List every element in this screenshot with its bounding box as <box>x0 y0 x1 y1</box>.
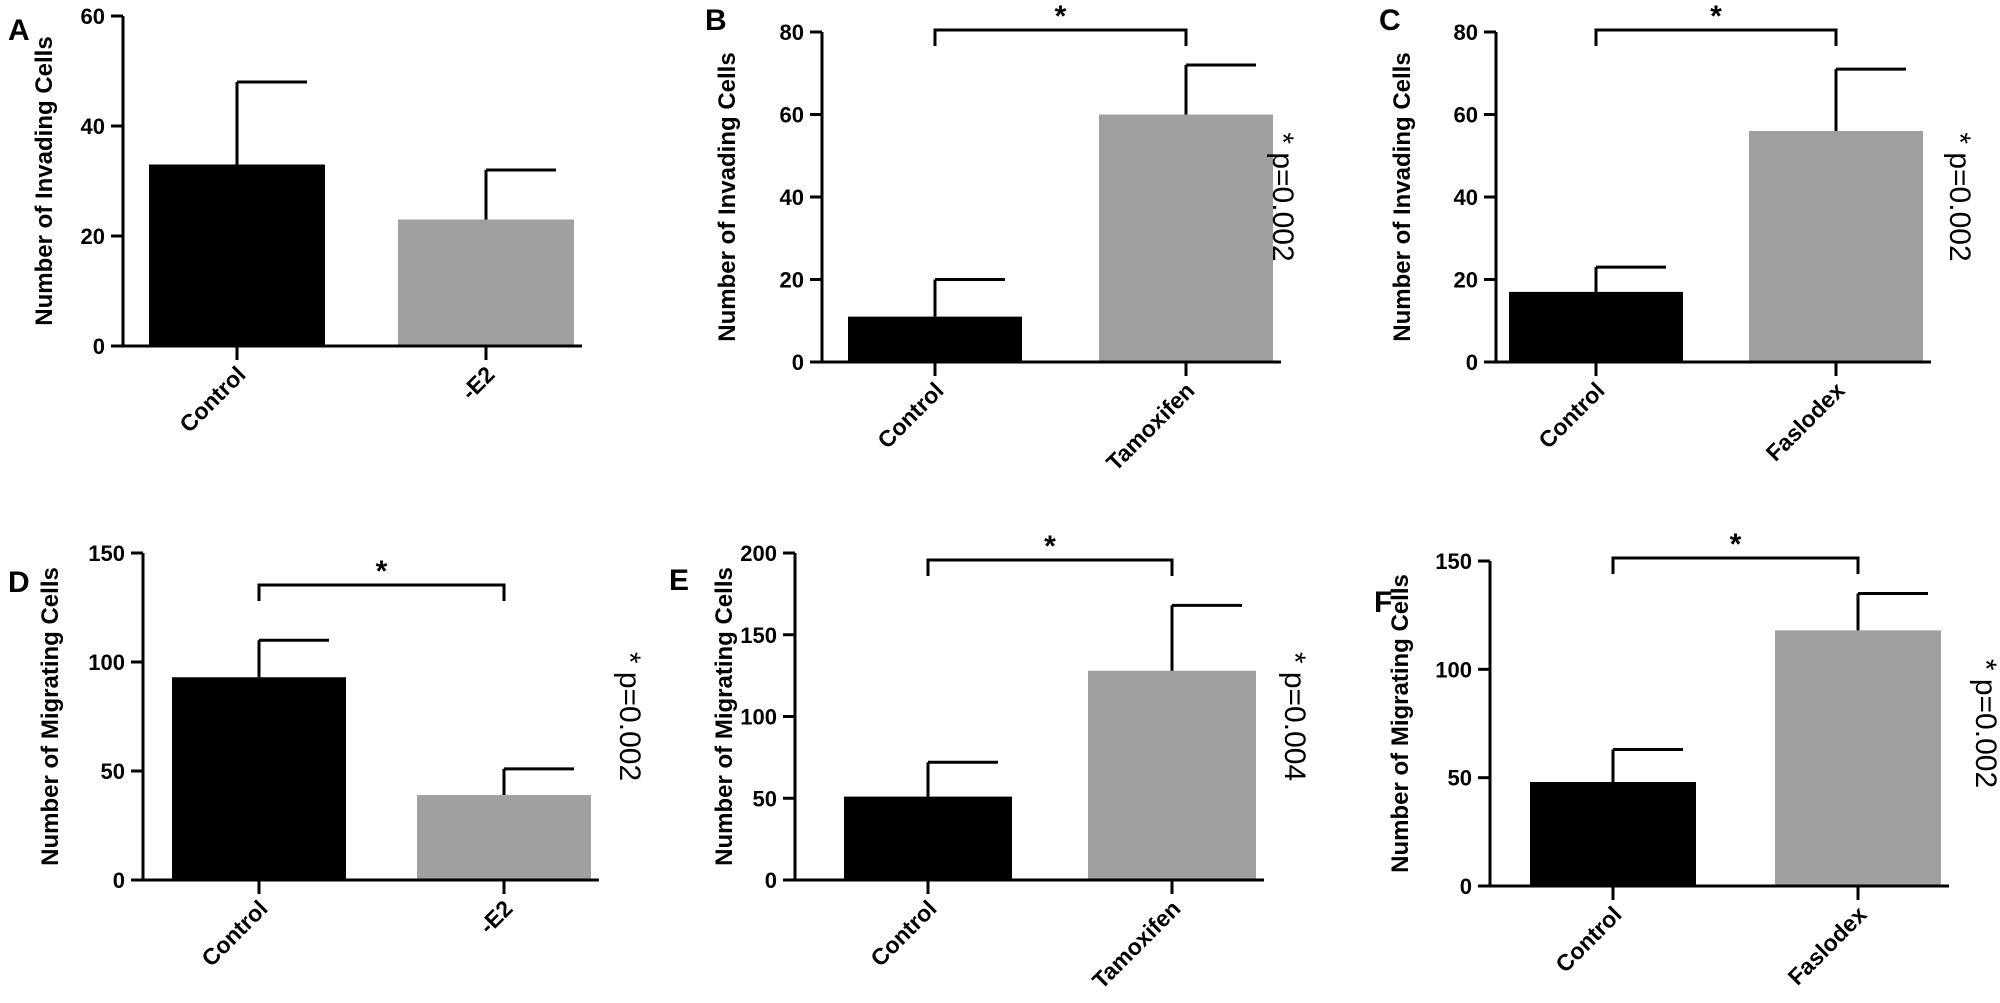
panel-letter: E <box>669 564 689 597</box>
x-category-label: Control <box>865 895 941 971</box>
bar <box>1088 670 1256 880</box>
y-tick-label: 20 <box>81 224 105 249</box>
y-axis-label: Number of Migrating Cells <box>37 567 64 866</box>
bar <box>398 219 574 346</box>
y-tick-label: 20 <box>1454 268 1478 293</box>
x-category-label: Faslodex <box>1783 901 1872 990</box>
y-tick-label: 0 <box>1460 874 1472 899</box>
x-category-label: Control <box>196 895 272 971</box>
y-tick-label: 200 <box>740 541 777 566</box>
significance-bracket <box>257 583 506 601</box>
y-tick-label: 0 <box>792 350 804 375</box>
panel-letter: A <box>8 14 30 47</box>
y-tick-label: 50 <box>753 786 777 811</box>
x-category-label: Tamoxifen <box>1101 377 1200 476</box>
p-value-label: * p=0.002 <box>1266 132 1299 261</box>
significance-bracket <box>926 558 1174 576</box>
y-tick-label: 0 <box>765 868 777 893</box>
bar <box>417 794 591 880</box>
x-category-label: -E2 <box>456 361 500 405</box>
panel-letter: F <box>1374 586 1392 619</box>
y-tick-label: 150 <box>1435 549 1472 574</box>
bar <box>1509 291 1683 362</box>
y-axis-label: Number of Migrating Cells <box>711 567 738 866</box>
p-value-label: * p=0.004 <box>1278 652 1311 781</box>
significance-star: * <box>1730 528 1742 561</box>
y-tick-label: 60 <box>780 103 804 128</box>
y-tick-label: 150 <box>740 623 777 648</box>
y-tick-label: 20 <box>780 268 804 293</box>
panel-letter: B <box>705 4 727 37</box>
bar <box>1099 114 1273 362</box>
x-category-label: Faslodex <box>1761 377 1850 466</box>
y-tick-label: 50 <box>101 759 125 784</box>
bar <box>1530 782 1696 886</box>
bar <box>172 677 346 880</box>
y-tick-label: 60 <box>1454 103 1478 128</box>
bar <box>149 164 325 346</box>
x-category-label: Control <box>1533 377 1609 453</box>
y-tick-label: 80 <box>780 20 804 45</box>
y-tick-label: 40 <box>81 114 105 139</box>
significance-star: * <box>1044 530 1056 563</box>
panel-letter: D <box>8 566 30 599</box>
y-tick-label: 0 <box>113 868 125 893</box>
bar <box>1775 630 1941 886</box>
x-category-label: Control <box>872 377 948 453</box>
y-axis-label: Number of Invading Cells <box>1389 52 1416 341</box>
x-category-label: -E2 <box>474 895 518 939</box>
x-category-label: Tamoxifen <box>1087 895 1186 994</box>
y-axis-label: Number of Invading Cells <box>31 36 58 325</box>
y-tick-label: 50 <box>1448 766 1472 791</box>
y-tick-label: 60 <box>81 4 105 29</box>
y-tick-label: 0 <box>93 334 105 359</box>
y-tick-label: 100 <box>88 650 125 675</box>
y-axis-label: Number of Invading Cells <box>714 52 741 341</box>
significance-star: * <box>1055 0 1067 33</box>
p-value-label: * p=0.002 <box>1969 659 2000 788</box>
x-category-label: Control <box>1550 901 1626 977</box>
bar <box>844 796 1012 880</box>
y-tick-label: 0 <box>1466 350 1478 375</box>
significance-bracket <box>1594 28 1838 46</box>
y-tick-label: 80 <box>1454 20 1478 45</box>
y-tick-label: 40 <box>780 185 804 210</box>
significance-bracket <box>933 28 1188 46</box>
y-tick-label: 100 <box>1435 657 1472 682</box>
bar <box>1749 131 1923 362</box>
p-value-label: * p=0.002 <box>613 652 646 781</box>
significance-star: * <box>376 555 388 588</box>
significance-star: * <box>1710 0 1722 33</box>
y-tick-label: 40 <box>1454 185 1478 210</box>
bar <box>848 316 1022 362</box>
significance-bracket <box>1611 556 1860 574</box>
panel-letter: C <box>1379 4 1401 37</box>
p-value-label: * p=0.002 <box>1943 132 1976 261</box>
y-tick-label: 100 <box>740 705 777 730</box>
x-category-label: Control <box>174 361 250 437</box>
y-axis-label: Number of Migrating Cells <box>1387 574 1414 873</box>
y-tick-label: 150 <box>88 541 125 566</box>
